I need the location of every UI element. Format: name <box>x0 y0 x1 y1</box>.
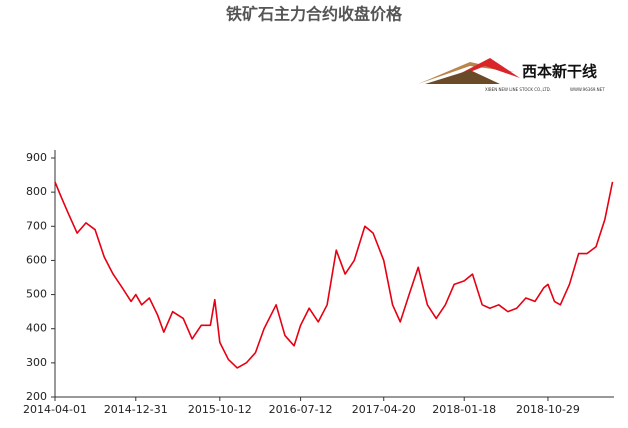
logo-shape <box>425 70 500 84</box>
y-tick-label: 300 <box>26 356 47 369</box>
logo-subtext: XIBEN NEW LINE STOCK CO.,LTD. <box>485 87 551 92</box>
y-tick-label: 500 <box>26 288 47 301</box>
x-tick-label: 2017-04-20 <box>352 403 416 416</box>
x-tick-label: 2015-10-12 <box>188 403 252 416</box>
chart-title: 铁矿石主力合约收盘价格 <box>226 5 403 24</box>
logo-url: WWW.96369.NET <box>570 87 605 92</box>
y-tick-label: 700 <box>26 219 47 232</box>
logo-text: 西本新干线 <box>522 63 597 81</box>
x-tick-label: 2016-07-12 <box>269 403 333 416</box>
y-tick-label: 200 <box>26 390 47 403</box>
x-tick-label: 2018-10-29 <box>516 403 580 416</box>
logo: 西本新干线 XIBEN NEW LINE STOCK CO.,LTD. WWW.… <box>418 58 605 92</box>
y-tick-label: 900 <box>26 151 47 164</box>
price-line <box>54 181 614 369</box>
x-tick-label: 2018-01-18 <box>432 403 496 416</box>
logo-shape <box>440 58 520 84</box>
y-tick-label: 600 <box>26 253 47 266</box>
x-tick-label: 2014-12-31 <box>104 403 168 416</box>
y-tick-label: 400 <box>26 322 47 335</box>
y-tick-label: 800 <box>26 185 47 198</box>
x-tick-label: 2014-04-01 <box>23 403 87 416</box>
